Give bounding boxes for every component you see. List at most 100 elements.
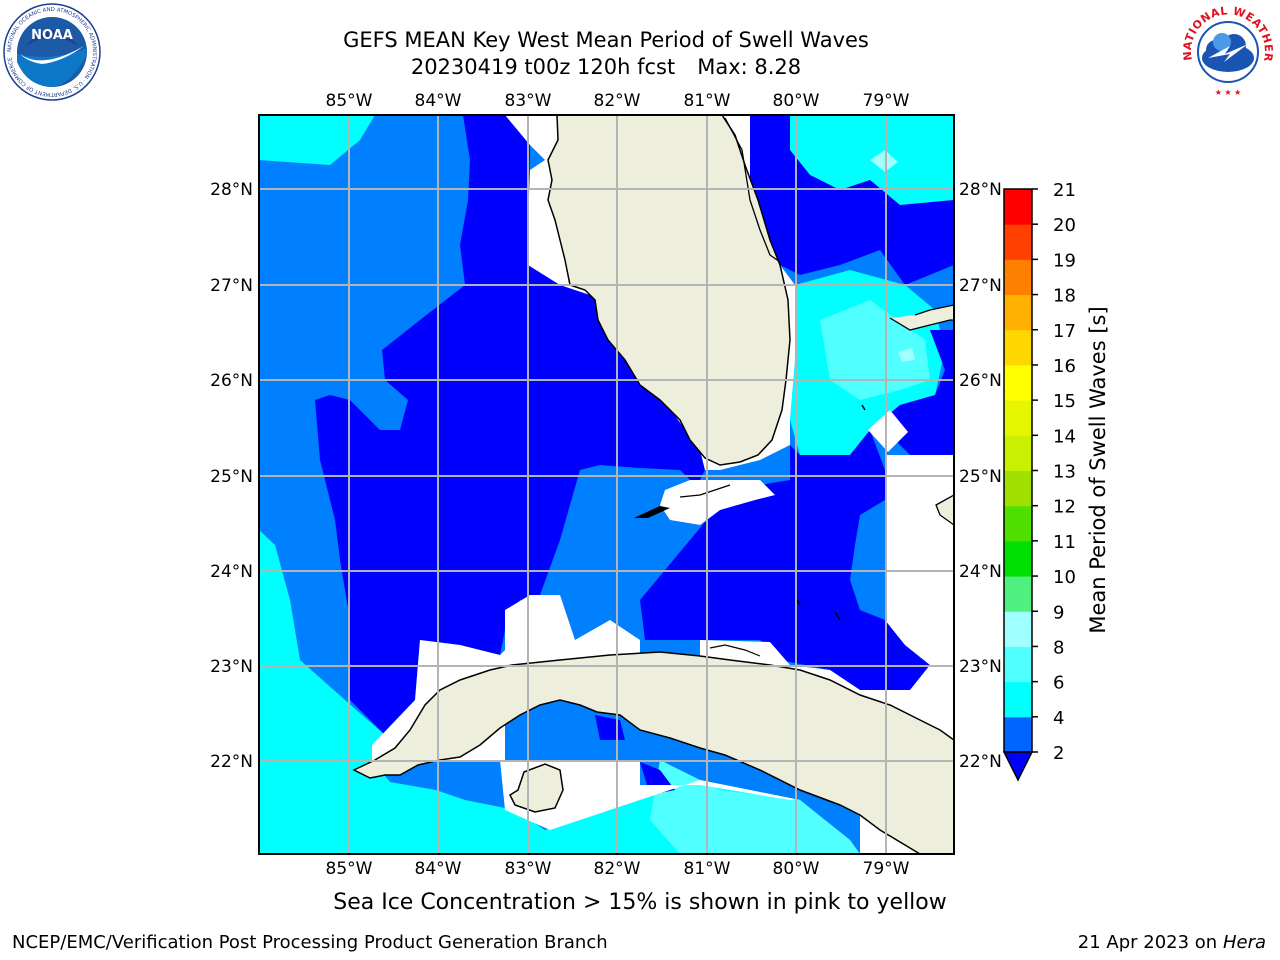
field-lt2-gulf	[315, 115, 930, 735]
colorbar-segment	[1004, 435, 1032, 471]
nodata-spot	[868, 410, 908, 452]
colorbar-tick-label: 9	[1053, 602, 1064, 623]
colorbar-tick-label: 19	[1053, 250, 1076, 271]
colorbar-tick-label: 6	[1053, 673, 1064, 694]
colorbar-tick-label: 11	[1053, 532, 1076, 553]
lon-label: 85°W	[326, 859, 373, 879]
footer-host: Hera	[1222, 932, 1266, 953]
colorbar-tick-label: 18	[1053, 286, 1076, 307]
colorbar-tick-label: 20	[1053, 215, 1076, 236]
colorbar-segment	[1004, 611, 1032, 647]
field-lt2-atlantic	[750, 115, 954, 285]
lat-label: 23°N	[210, 657, 253, 677]
lat-label: 22°N	[959, 752, 1002, 772]
colorbar-label: Mean Period of Swell Waves [s]	[1086, 306, 1110, 633]
sea-ice-note: Sea Ice Concentration > 15% is shown in …	[333, 890, 947, 915]
colorbar-segment	[1004, 259, 1032, 296]
lon-labels-top: 85°W 84°W 83°W 82°W 81°W 80°W 79°W	[326, 91, 910, 111]
lat-labels-right: 28°N 27°N 26°N 25°N 24°N 23°N 22°N	[959, 180, 1002, 772]
lon-label: 83°W	[505, 91, 552, 111]
lat-label: 27°N	[959, 276, 1002, 296]
footer-credit: NCEP/EMC/Verification Post Processing Pr…	[12, 932, 608, 953]
lon-label: 84°W	[415, 91, 462, 111]
colorbar-segment	[1004, 400, 1032, 436]
colorbar-segment	[1004, 470, 1032, 507]
colorbar-tick-label: 21	[1053, 180, 1076, 201]
noaa-logo-icon: NATIONAL OCEANIC AND ATMOSPHERIC ADMINIS…	[3, 3, 101, 101]
lon-label: 79°W	[863, 91, 910, 111]
lon-label: 84°W	[415, 859, 462, 879]
svg-text:NOAA: NOAA	[31, 28, 73, 43]
colorbar-tick-label: 13	[1053, 462, 1076, 483]
lon-label: 81°W	[684, 91, 731, 111]
isle-of-youth-land	[509, 763, 564, 813]
lat-label: 24°N	[959, 562, 1002, 582]
lat-label: 23°N	[959, 657, 1002, 677]
florida-keys	[634, 506, 670, 518]
bahamas-land	[889, 304, 954, 331]
nws-logo-icon: NATIONAL WEATHER SERVICE ★ ★ ★	[1178, 2, 1276, 100]
colorbar-tick-label: 12	[1053, 497, 1076, 518]
colorbar-tick-label: 17	[1053, 321, 1076, 342]
lon-label: 85°W	[326, 91, 373, 111]
lon-labels-bottom: 85°W 84°W 83°W 82°W 81°W 80°W 79°W	[326, 859, 910, 879]
lat-labels-left: 28°N 27°N 26°N 25°N 24°N 23°N 22°N	[210, 180, 253, 772]
nodata-keys	[660, 480, 775, 525]
nodata-north-cuba	[505, 595, 640, 665]
lon-label: 83°W	[505, 859, 552, 879]
colorbar-tick-label: 4	[1053, 708, 1064, 729]
lon-label: 80°W	[773, 91, 820, 111]
colorbar-segment	[1004, 681, 1032, 718]
cuba-cays	[709, 644, 761, 657]
lat-label: 28°N	[959, 180, 1002, 200]
lon-label: 82°W	[594, 859, 641, 879]
lon-label: 79°W	[863, 859, 910, 879]
colorbar-segment	[1004, 294, 1032, 331]
colorbar-segment	[1004, 329, 1032, 366]
colorbar-segment	[1004, 364, 1032, 401]
colorbar-segment	[1004, 189, 1032, 225]
footer-date: 21 Apr 2023 on Hera	[1078, 932, 1266, 953]
lat-label: 25°N	[210, 467, 253, 487]
colorbar-segment	[1004, 540, 1032, 577]
map-frame	[258, 114, 955, 855]
colorbar-tick-label: 15	[1053, 391, 1076, 412]
colorbar-segment	[1004, 716, 1032, 753]
lat-label: 26°N	[210, 371, 253, 391]
max-value-label: Max: 8.28	[697, 55, 802, 79]
field-8-9-spot	[870, 150, 898, 172]
footer-date-text: 21 Apr 2023 on	[1077, 932, 1223, 953]
colorbar-under-triangle	[1002, 751, 1034, 782]
florida-land	[547, 115, 791, 466]
nodata-area	[530, 115, 560, 160]
lon-label: 81°W	[684, 859, 731, 879]
colorbar-tick-label: 14	[1053, 426, 1076, 447]
nodata-area-2	[505, 115, 530, 145]
lat-label: 22°N	[210, 752, 253, 772]
colorbar: 2 4 6 8 9 10 11 12 13 14 15 16 17 18 19 20 21	[1002, 180, 1076, 782]
colorbar-tick-label: 8	[1053, 637, 1064, 658]
colorbar-segment	[1004, 646, 1032, 683]
colorbar-segment	[1004, 505, 1032, 542]
lon-label: 82°W	[594, 91, 641, 111]
colorbar-tick-label: 2	[1053, 743, 1064, 764]
colorbar-segment	[1004, 224, 1032, 260]
lat-label: 25°N	[959, 467, 1002, 487]
colorbar-segment	[1004, 576, 1032, 612]
lat-label: 28°N	[210, 180, 253, 200]
lat-label: 27°N	[210, 276, 253, 296]
forecast-label: 20230419 t00z 120h fcst	[410, 55, 676, 79]
colorbar-tick-label: 10	[1053, 567, 1076, 588]
field-8-9-spot-2	[898, 348, 915, 362]
chart-subtitle: 20230419 t00z 120h fcst Max: 8.28	[0, 54, 1212, 80]
lat-label: 26°N	[959, 371, 1002, 391]
lon-label: 80°W	[773, 859, 820, 879]
lat-label: 24°N	[210, 562, 253, 582]
svg-text:★ ★ ★: ★ ★ ★	[1215, 88, 1242, 97]
florida-coastline-detail	[724, 117, 781, 263]
field-4-6-north	[259, 115, 375, 165]
colorbar-tick-label: 16	[1053, 356, 1076, 377]
bahamas-land-2	[935, 494, 954, 526]
map-grid	[259, 115, 954, 854]
